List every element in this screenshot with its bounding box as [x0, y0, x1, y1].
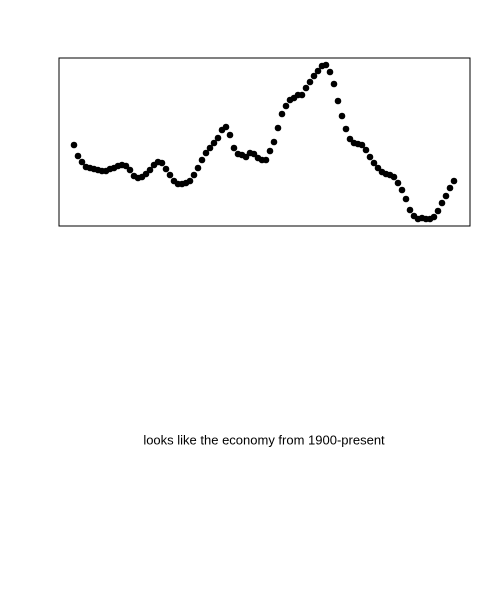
point — [342, 125, 350, 133]
point — [338, 112, 346, 120]
point — [210, 139, 218, 147]
point — [310, 72, 318, 80]
point — [194, 164, 202, 172]
point — [202, 149, 210, 157]
point — [226, 131, 234, 139]
point — [398, 186, 406, 194]
point — [158, 159, 166, 167]
point — [214, 134, 222, 142]
point — [450, 177, 458, 185]
point — [242, 153, 250, 161]
caption: looks like the economy from 1900-present — [143, 432, 385, 447]
point — [394, 179, 402, 187]
point — [314, 67, 322, 75]
point — [262, 156, 270, 164]
point — [402, 195, 410, 203]
point — [302, 84, 310, 92]
point — [206, 144, 214, 152]
point — [442, 192, 450, 200]
point — [282, 102, 290, 110]
point — [190, 171, 198, 179]
plot-frame — [58, 57, 471, 227]
point — [166, 171, 174, 179]
point — [430, 213, 438, 221]
point — [198, 156, 206, 164]
point — [346, 135, 354, 143]
point — [366, 153, 374, 161]
point — [274, 124, 282, 132]
point — [434, 207, 442, 215]
point — [370, 159, 378, 167]
point — [322, 61, 330, 69]
point — [126, 166, 134, 174]
point — [326, 68, 334, 76]
point — [250, 150, 258, 158]
point — [230, 144, 238, 152]
point — [74, 152, 82, 160]
point — [270, 138, 278, 146]
point — [266, 147, 274, 155]
point — [446, 184, 454, 192]
point — [438, 199, 446, 207]
point — [70, 141, 78, 149]
point — [162, 165, 170, 173]
point — [186, 177, 194, 185]
point — [298, 91, 306, 99]
point — [362, 146, 370, 154]
point — [78, 158, 86, 166]
point — [374, 164, 382, 172]
point — [278, 110, 286, 118]
point — [390, 173, 398, 181]
point — [122, 162, 130, 170]
point — [306, 78, 314, 86]
point — [358, 141, 366, 149]
point — [142, 170, 150, 178]
point — [330, 80, 338, 88]
point — [334, 97, 342, 105]
point — [222, 123, 230, 131]
point — [406, 206, 414, 214]
point — [146, 166, 154, 174]
